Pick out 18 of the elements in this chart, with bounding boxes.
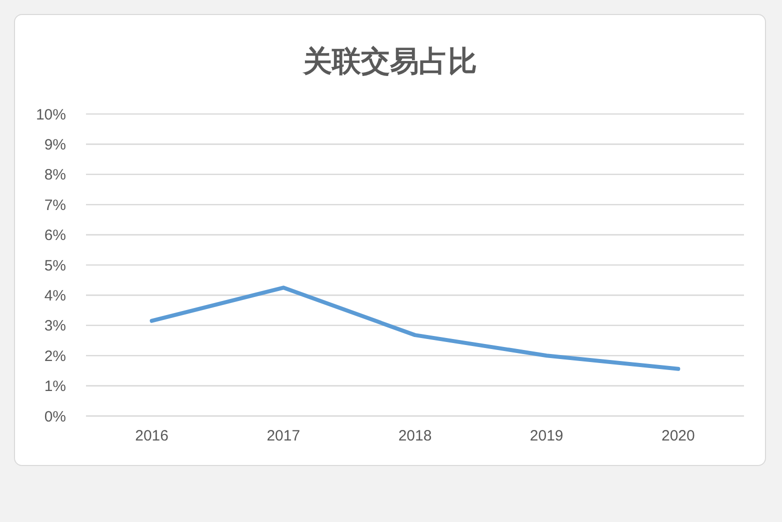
- y-tick-label: 4%: [44, 288, 66, 305]
- y-tick-label: 7%: [44, 196, 66, 214]
- y-tick-label: 10%: [36, 106, 66, 124]
- x-tick-label: 2019: [530, 428, 564, 445]
- x-tick-label: 2016: [135, 428, 168, 445]
- y-tick-label: 2%: [44, 348, 66, 365]
- line-series: [150, 286, 680, 371]
- y-tick-label: 3%: [44, 318, 66, 335]
- chart-title: 关联交易占比: [302, 44, 478, 80]
- y-tick-label: 5%: [44, 257, 66, 274]
- x-tick-label: 2017: [266, 428, 300, 445]
- y-tick-label: 1%: [44, 378, 66, 396]
- x-tick-label: 2018: [398, 428, 432, 445]
- x-tick-label: 2020: [662, 428, 695, 445]
- y-tick-label: 8%: [44, 166, 66, 184]
- y-tick-label: 6%: [44, 227, 66, 244]
- y-tick-label: 9%: [44, 136, 66, 154]
- y-tick-label: 0%: [44, 408, 66, 426]
